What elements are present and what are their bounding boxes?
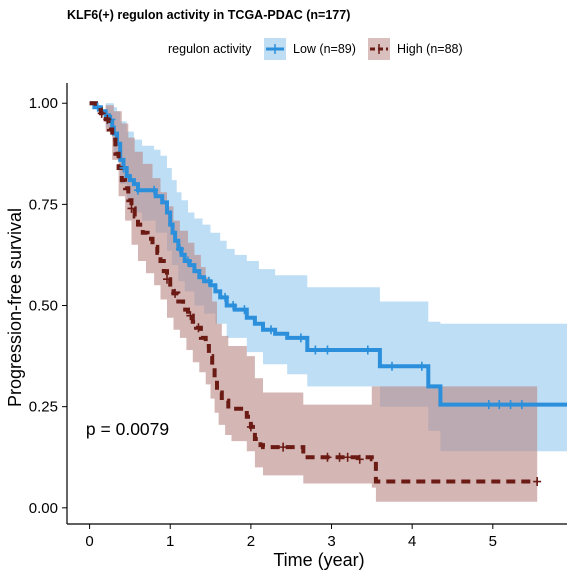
censor-mark-low bbox=[363, 345, 372, 355]
y-tick-label: 0.00 bbox=[29, 500, 58, 517]
censor-mark-high bbox=[186, 311, 195, 321]
censor-mark-low bbox=[204, 276, 213, 286]
y-tick-label: 0.75 bbox=[29, 196, 58, 213]
censor-mark-low bbox=[323, 345, 332, 355]
censor-mark-high bbox=[279, 442, 288, 452]
censor-mark-low bbox=[93, 102, 102, 112]
censor-mark-high bbox=[97, 108, 106, 118]
x-tick-label: 4 bbox=[408, 533, 416, 550]
censor-mark-low bbox=[484, 400, 493, 410]
legend: regulon activity Low (n=89) High (n=88) bbox=[168, 38, 463, 60]
censor-mark-low bbox=[221, 292, 230, 302]
censor-mark-low bbox=[229, 301, 238, 311]
x-tick-label: 5 bbox=[489, 533, 497, 550]
censor-mark-high bbox=[343, 452, 352, 462]
legend-title: regulon activity bbox=[168, 42, 252, 56]
censor-mark-high bbox=[194, 323, 203, 333]
x-tick-label: 2 bbox=[247, 533, 255, 550]
y-axis-title: Progression-free survival bbox=[5, 208, 25, 407]
legend-key-high bbox=[368, 38, 390, 60]
y-tick-label: 1.00 bbox=[29, 95, 58, 112]
plot-area bbox=[89, 101, 567, 502]
x-tick-label: 3 bbox=[327, 533, 335, 550]
x-tick-label: 1 bbox=[166, 533, 174, 550]
y-tick-label: 0.25 bbox=[29, 399, 58, 416]
censor-mark-low bbox=[240, 305, 249, 315]
censor-mark-high bbox=[171, 288, 180, 298]
censor-mark-high bbox=[323, 452, 332, 462]
x-axis-title: Time (year) bbox=[273, 550, 364, 570]
censor-mark-high bbox=[163, 274, 171, 284]
censor-mark-low bbox=[311, 345, 320, 355]
censor-mark-low bbox=[495, 400, 504, 410]
legend-label-high: High (n=88) bbox=[397, 42, 463, 56]
censor-mark-high bbox=[246, 422, 255, 432]
censor-mark-low bbox=[417, 361, 426, 371]
p-value-annotation: p = 0.0079 bbox=[86, 419, 169, 439]
censor-mark-low bbox=[150, 185, 159, 195]
censor-mark-low bbox=[506, 400, 515, 410]
censor-mark-low bbox=[388, 361, 396, 371]
legend-label-low: Low (n=89) bbox=[293, 42, 356, 56]
ci-band-low bbox=[89, 103, 567, 452]
censor-mark-low bbox=[267, 325, 276, 335]
censor-mark-high bbox=[127, 203, 136, 213]
x-tick-label: 0 bbox=[85, 533, 93, 550]
censor-mark-low bbox=[296, 333, 305, 343]
legend-key-low bbox=[264, 38, 286, 60]
censor-mark-low bbox=[133, 185, 142, 195]
censor-mark-high bbox=[355, 454, 364, 464]
axes: 0 1 2 3 4 5 0.00 0.25 0.50 0.75 1.00 bbox=[29, 83, 567, 550]
censor-mark-high bbox=[103, 114, 112, 124]
y-tick-label: 0.50 bbox=[29, 298, 58, 315]
ci-band-high bbox=[89, 103, 538, 502]
censor-mark-low bbox=[183, 256, 192, 266]
censor-mark-high bbox=[335, 452, 344, 462]
chart-title: KLF6(+) regulon activity in TCGA-PDAC (n… bbox=[67, 8, 350, 22]
censor-mark-high bbox=[533, 477, 542, 487]
censor-mark-low bbox=[119, 163, 128, 173]
censor-mark-low bbox=[175, 244, 184, 254]
censor-mark-low bbox=[517, 400, 526, 410]
